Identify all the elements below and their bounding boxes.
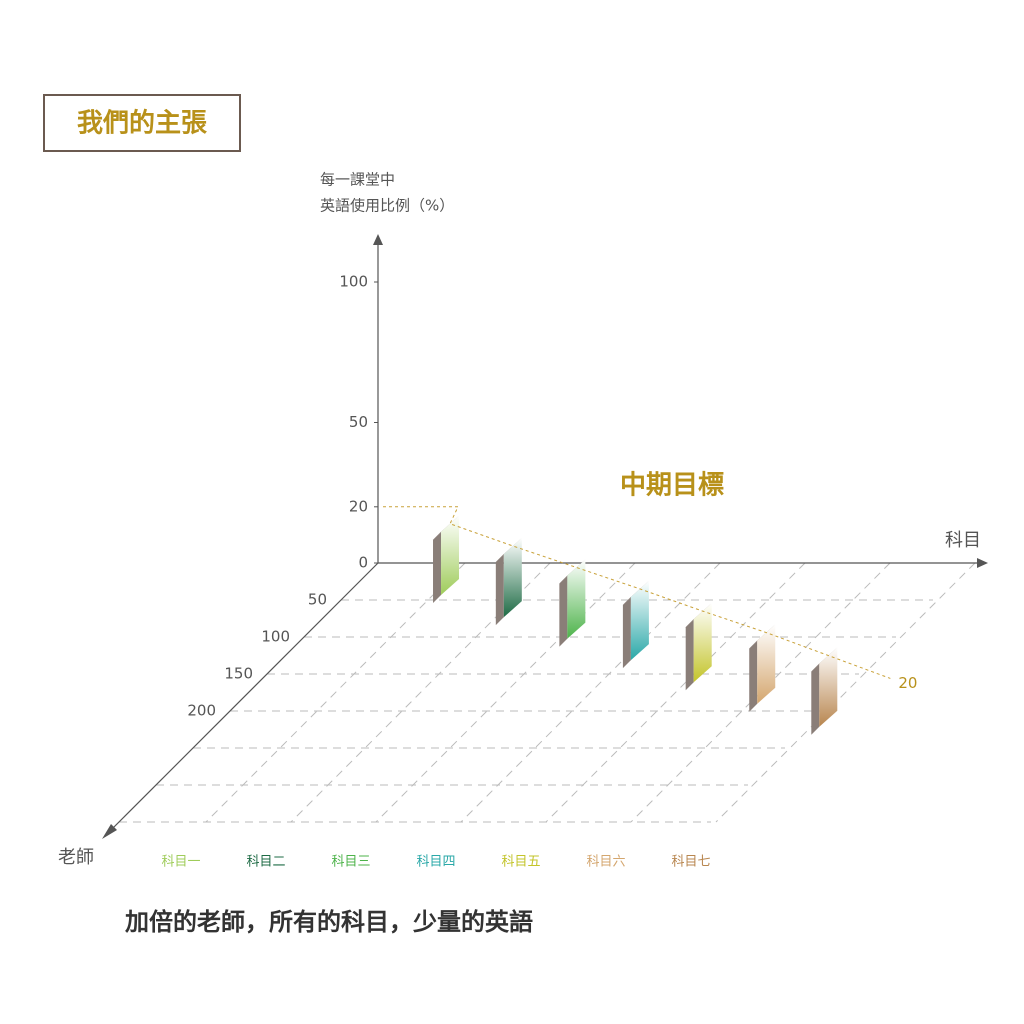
- bar-side: [622, 596, 631, 669]
- z-tick-label: 200: [187, 702, 216, 720]
- bar-side: [811, 663, 820, 735]
- z-tick-label: 150: [224, 665, 253, 683]
- bar: [819, 647, 838, 727]
- grid-line: [460, 562, 721, 823]
- bar: [630, 580, 649, 661]
- y-axis-label: 每一課堂中: [320, 171, 395, 189]
- axis-arrow: [373, 234, 383, 245]
- target-label: 中期目標: [620, 471, 724, 501]
- bar: [693, 603, 712, 683]
- bar-side: [685, 619, 694, 691]
- bar-side: [495, 553, 504, 626]
- y-tick-label: 20: [349, 497, 368, 515]
- bar-side: [749, 640, 758, 712]
- x-tick-label: 科目五: [501, 855, 540, 870]
- x-tick-label: 科目二: [246, 855, 285, 870]
- y-axis-label: 英語使用比例（%）: [320, 197, 454, 215]
- bar: [503, 537, 522, 618]
- x-tick-label: 科目三: [331, 855, 370, 870]
- grid-line: [205, 562, 466, 823]
- axis-arrow: [102, 824, 117, 839]
- z-tick-label: 50: [308, 591, 327, 609]
- bar: [757, 624, 776, 704]
- x-tick-label: 科目一: [161, 855, 200, 870]
- z-tick-label: 100: [261, 628, 290, 646]
- bar-side: [559, 575, 568, 647]
- z-axis-label: 老師: [58, 847, 94, 868]
- target-value: 20: [898, 674, 917, 692]
- x-axis-label: 科目: [945, 530, 981, 551]
- grid-line: [715, 562, 976, 823]
- x-tick-label: 科目六: [586, 855, 625, 870]
- bar-side: [433, 531, 442, 603]
- grid-line: [375, 562, 636, 823]
- chart-title: 我們的主張: [77, 108, 207, 139]
- x-tick-label: 科目四: [416, 855, 455, 870]
- y-tick-label: 50: [349, 413, 368, 431]
- axis-arrow: [977, 558, 988, 568]
- bar: [567, 559, 586, 639]
- bar: [441, 515, 460, 595]
- z-axis: [108, 562, 379, 833]
- grid-line: [545, 562, 806, 823]
- x-tick-label: 科目七: [671, 855, 710, 870]
- footer: 加倍的老師，所有的科目，少量的英語: [125, 908, 533, 936]
- target-line: [383, 506, 891, 679]
- y-tick-label: 100: [339, 273, 368, 291]
- title-box: [43, 94, 241, 152]
- y-tick-label: 0: [358, 554, 368, 572]
